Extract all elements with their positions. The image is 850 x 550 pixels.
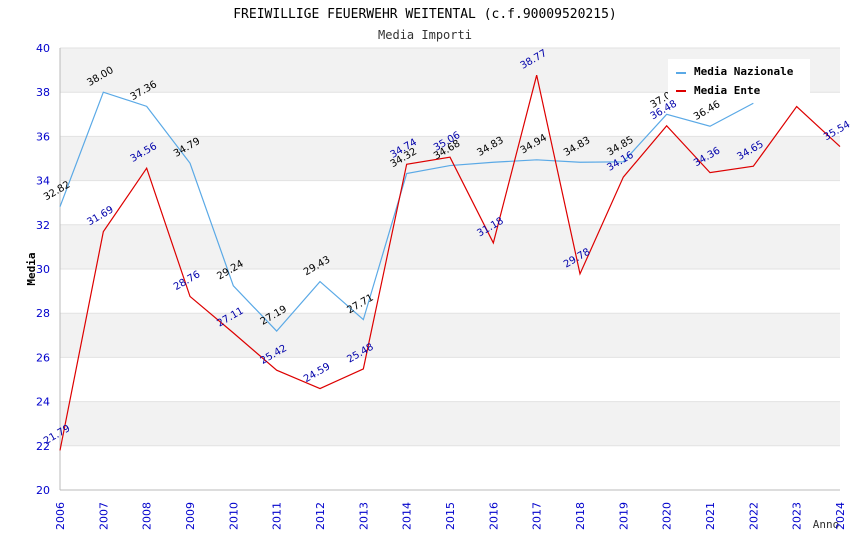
y-tick-label: 22 <box>36 440 50 453</box>
chart-subtitle: Media Importi <box>378 28 472 42</box>
x-tick-label: 2011 <box>271 502 284 530</box>
data-label: 36.46 <box>692 99 722 123</box>
x-tick-label: 2006 <box>54 502 67 530</box>
y-tick-label: 36 <box>36 130 50 143</box>
x-tick-label: 2024 <box>834 502 847 530</box>
y-tick-label: 30 <box>36 263 50 276</box>
y-tick-label: 20 <box>36 484 50 497</box>
x-tick-label: 2021 <box>704 502 717 530</box>
x-tick-label: 2019 <box>617 502 630 530</box>
series-line-ente <box>59 75 841 451</box>
grid-band <box>60 224 840 269</box>
grid-lines <box>60 47 840 491</box>
y-tick-label: 28 <box>36 307 50 320</box>
x-tick-label: 2009 <box>184 502 197 530</box>
chart-title: FREIWILLIGE FEUERWEHR WEITENTAL (c.f.900… <box>233 7 617 22</box>
y-tick-label: 26 <box>36 351 50 364</box>
y-tick-label: 38 <box>36 86 50 99</box>
y-tick-label: 32 <box>36 219 50 232</box>
series-lines <box>59 75 841 451</box>
y-tick-labels: 20 22 24 26 28 30 32 34 36 38 40 <box>36 42 50 497</box>
legend: Media Nazionale Media Ente <box>668 59 810 99</box>
series-line-nazionale <box>59 91 754 332</box>
grid-band <box>60 401 840 446</box>
legend-label-ente: Media Ente <box>694 84 761 97</box>
x-tick-label: 2015 <box>444 502 457 530</box>
x-tick-label: 2014 <box>401 502 414 530</box>
y-tick-label: 40 <box>36 42 50 55</box>
x-tick-label: 2023 <box>791 502 804 530</box>
x-tick-label: 2012 <box>314 502 327 530</box>
x-tick-labels: 2006 2007 2008 2009 2010 2011 2012 2013 2014 2015… <box>54 502 847 530</box>
y-tick-label: 24 <box>36 396 50 409</box>
background-bands <box>60 48 840 446</box>
x-tick-label: 2010 <box>227 502 240 530</box>
data-label: 24.59 <box>302 361 332 385</box>
data-label: 27.71 <box>345 292 375 316</box>
x-tick-label: 2013 <box>357 502 370 530</box>
x-axis-label: Anno <box>813 518 840 531</box>
legend-label-nazionale: Media Nazionale <box>694 65 794 78</box>
x-tick-label: 2020 <box>661 502 674 530</box>
x-tick-label: 2007 <box>97 502 110 530</box>
legend-box <box>668 59 810 99</box>
y-tick-label: 34 <box>36 175 50 188</box>
y-axis-label: Media <box>25 252 38 285</box>
x-tick-label: 2017 <box>531 502 544 530</box>
grid-band <box>60 313 840 358</box>
x-tick-label: 2016 <box>487 502 500 530</box>
x-tick-label: 2022 <box>747 502 760 530</box>
x-tick-label: 2018 <box>574 502 587 530</box>
x-tick-label: 2008 <box>141 502 154 530</box>
